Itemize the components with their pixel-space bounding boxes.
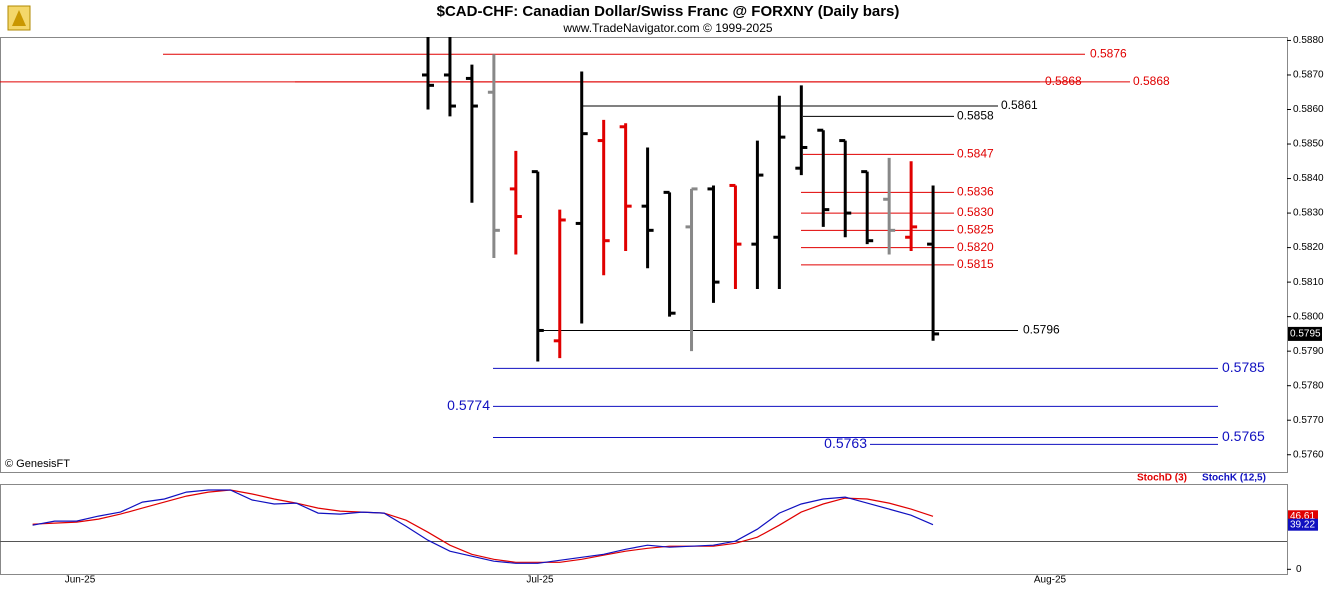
y-tick-label: 0.5870: [1293, 70, 1324, 81]
price-panel: [0, 37, 1288, 473]
y-tick-label: 0.5840: [1293, 173, 1324, 184]
level-label: 0.5785: [1222, 359, 1265, 375]
last-price-box: [1288, 326, 1322, 341]
level-label: 0.5820: [957, 240, 994, 254]
chart-subtitle: www.TradeNavigator.com © 1999-2025: [562, 21, 772, 35]
chart-title: $CAD-CHF: Canadian Dollar/Swiss Franc @ …: [437, 3, 900, 20]
y-tick-label: 0.5770: [1293, 415, 1324, 426]
stoch-panel: [0, 484, 1288, 575]
y-tick-label: 0.5800: [1293, 311, 1324, 322]
y-tick-label: 0.5850: [1293, 139, 1324, 150]
level-label: 0.5774: [447, 397, 490, 413]
y-tick-label: 0.5790: [1293, 346, 1324, 357]
stoch-line: [32, 489, 934, 564]
legend-entry: StochK (12,5): [1202, 473, 1266, 484]
y-tick-label: 0.5830: [1293, 208, 1324, 219]
level-label: 0.5836: [957, 185, 994, 199]
last-price-label: 0.5795: [1290, 329, 1321, 340]
logo: [7, 5, 31, 31]
y-tick-label: 0.5880: [1293, 35, 1324, 46]
watermark: © GenesisFT: [5, 458, 70, 470]
x-axis-label: Jul-25: [526, 575, 554, 586]
y-tick-label: 0.5860: [1293, 104, 1324, 115]
level-label: 0.5825: [957, 223, 994, 237]
logo-mark: [12, 10, 26, 26]
legend-entry: StochD (3): [1137, 473, 1187, 484]
level-label: 0.5815: [957, 257, 994, 271]
last-value-label: 46.61: [1290, 511, 1315, 522]
y-tick-label: 0.5810: [1293, 277, 1324, 288]
last-value-box: [1288, 518, 1318, 531]
level-label: 0.5765: [1222, 428, 1265, 444]
x-axis-label: Aug-25: [1034, 575, 1067, 586]
level-label: 0.5796: [1023, 323, 1060, 337]
level-label: 0.5876: [1090, 46, 1127, 60]
x-axis-label: Jun-25: [65, 575, 96, 586]
level-label: 0.5868: [1133, 74, 1170, 88]
stoch-line: [32, 489, 934, 563]
level-label: 0.5830: [957, 205, 994, 219]
y-tick-label: 0.5820: [1293, 242, 1324, 253]
y-tick-label: 0.5760: [1293, 449, 1324, 460]
level-label: 0.5847: [957, 147, 994, 161]
y-tick-label: 0.5780: [1293, 380, 1324, 391]
y-tick-label: 0: [1296, 564, 1302, 575]
level-label: 0.5861: [1001, 98, 1038, 112]
level-label: 0.5763: [824, 435, 867, 451]
last-value-label: 39.22: [1290, 519, 1315, 530]
level-label: 0.5868: [1045, 74, 1082, 88]
level-label: 0.5858: [957, 109, 994, 123]
